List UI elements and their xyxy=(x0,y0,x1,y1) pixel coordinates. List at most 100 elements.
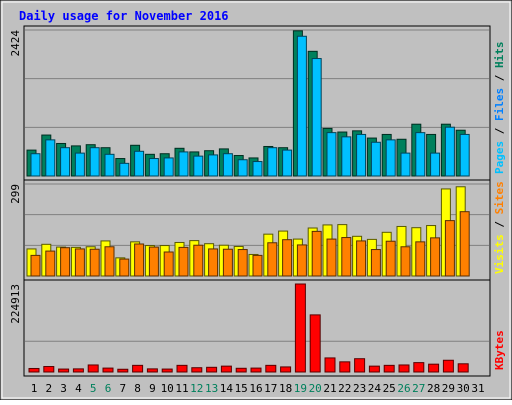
bar-kbytes-2 xyxy=(43,366,55,373)
x-tick-label-26: 26 xyxy=(397,382,410,395)
bar-sites-16 xyxy=(252,254,263,277)
bar-kbytes-6 xyxy=(102,367,114,373)
bar-sites-5 xyxy=(89,248,100,277)
bar-pages-15 xyxy=(237,159,248,177)
bar-pages-2 xyxy=(45,139,56,177)
bar-sites-3 xyxy=(60,247,71,277)
x-tick-label-1: 1 xyxy=(31,382,38,395)
bar-pages-20 xyxy=(311,58,322,177)
x-tick-label-21: 21 xyxy=(323,382,336,395)
bar-kbytes-20 xyxy=(309,314,321,373)
x-tick-label-13: 13 xyxy=(205,382,218,395)
bar-pages-30 xyxy=(459,133,470,177)
bar-sites-23 xyxy=(356,240,367,277)
bar-kbytes-5 xyxy=(87,364,99,373)
x-tick-label-19: 19 xyxy=(294,382,307,395)
legend-visits: Visits xyxy=(493,234,506,274)
x-tick-label-30: 30 xyxy=(457,382,470,395)
bar-pages-3 xyxy=(60,147,71,177)
bar-sites-13 xyxy=(208,248,219,277)
x-tick-label-22: 22 xyxy=(338,382,351,395)
bar-sites-29 xyxy=(444,220,455,277)
bar-pages-7 xyxy=(119,162,130,177)
chart-title: Daily usage for November 2016 xyxy=(19,9,229,23)
bar-kbytes-29 xyxy=(442,359,454,373)
bar-sites-6 xyxy=(104,246,115,277)
bar-sites-14 xyxy=(222,248,233,277)
x-tick-label-17: 17 xyxy=(264,382,277,395)
x-tick-label-25: 25 xyxy=(383,382,396,395)
bar-kbytes-23 xyxy=(354,358,366,373)
y-max-labels: 2424 299 224913 xyxy=(9,30,22,324)
bar-pages-13 xyxy=(208,154,219,177)
bar-sites-1 xyxy=(30,254,41,277)
bar-kbytes-8 xyxy=(132,364,144,373)
bar-kbytes-26 xyxy=(398,364,410,373)
x-tick-label-2: 2 xyxy=(45,382,52,395)
panel-3-frame xyxy=(23,279,491,377)
x-tick-label-3: 3 xyxy=(60,382,67,395)
bar-pages-28 xyxy=(430,152,441,177)
x-tick-label-20: 20 xyxy=(309,382,322,395)
bar-kbytes-7 xyxy=(117,368,129,373)
x-tick-label-18: 18 xyxy=(279,382,292,395)
bar-pages-11 xyxy=(178,151,189,177)
x-tick-label-15: 15 xyxy=(235,382,248,395)
bar-pages-16 xyxy=(252,161,263,177)
bar-kbytes-14 xyxy=(220,365,232,373)
bar-sites-2 xyxy=(45,250,56,277)
bar-kbytes-3 xyxy=(58,368,70,373)
x-tick-labels: 1 2 3 4 5 6 7 8 9 10 11 12 13 14 15 16 17 18 19 20 21 22 23 24 2… xyxy=(31,382,485,395)
legend-sites: Sites xyxy=(493,181,506,214)
legend-panel-1: Pages / Files / Hits xyxy=(493,42,506,175)
bar-sites-18 xyxy=(282,239,293,277)
x-tick-label-23: 23 xyxy=(353,382,366,395)
bar-kbytes-11 xyxy=(176,364,188,373)
bar-kbytes-24 xyxy=(368,365,380,373)
y-max-label: 224913 xyxy=(9,284,22,324)
legend-separator: / xyxy=(493,68,506,88)
bar-kbytes-18 xyxy=(280,366,292,373)
x-tick-label-28: 28 xyxy=(427,382,440,395)
bar-sites-22 xyxy=(341,237,352,277)
bar-sites-28 xyxy=(430,237,441,277)
bar-pages-9 xyxy=(148,158,159,177)
legend-layer: Pages / Files / Hits Visits / Sites KBytes xyxy=(493,42,506,371)
bar-pages-14 xyxy=(222,153,233,177)
bar-sites-11 xyxy=(178,246,189,277)
legend-hits: Hits xyxy=(493,42,506,69)
bar-sites-17 xyxy=(267,242,278,277)
x-tick-label-4: 4 xyxy=(75,382,82,395)
bar-sites-10 xyxy=(163,251,174,277)
x-tick-label-7: 7 xyxy=(119,382,126,395)
bar-sites-4 xyxy=(74,248,85,277)
x-tick-label-31: 31 xyxy=(471,382,484,395)
bar-kbytes-30 xyxy=(457,363,469,373)
x-tick-label-14: 14 xyxy=(220,382,234,395)
bar-sites-15 xyxy=(237,249,248,277)
x-tick-label-5: 5 xyxy=(90,382,97,395)
bar-pages-23 xyxy=(356,133,367,177)
bar-kbytes-16 xyxy=(250,367,262,373)
bar-pages-29 xyxy=(444,126,455,177)
x-tick-label-6: 6 xyxy=(105,382,112,395)
bar-pages-27 xyxy=(415,132,426,177)
bar-sites-9 xyxy=(148,246,159,277)
bar-sites-21 xyxy=(326,238,337,277)
bar-kbytes-9 xyxy=(146,368,158,373)
y-max-label: 299 xyxy=(9,184,22,204)
y-max-label: 2424 xyxy=(9,30,22,57)
legend-separator: / xyxy=(493,214,506,234)
bar-pages-4 xyxy=(74,152,85,177)
x-tick-label-29: 29 xyxy=(442,382,455,395)
bars-layer xyxy=(26,30,470,373)
bar-sites-30 xyxy=(459,211,470,277)
bar-sites-25 xyxy=(385,240,396,277)
x-tick-label-16: 16 xyxy=(249,382,262,395)
bar-pages-19 xyxy=(296,35,307,177)
bar-kbytes-15 xyxy=(235,367,247,373)
legend-panel-3: KBytes xyxy=(493,330,506,370)
chart-bevel xyxy=(1,1,511,399)
